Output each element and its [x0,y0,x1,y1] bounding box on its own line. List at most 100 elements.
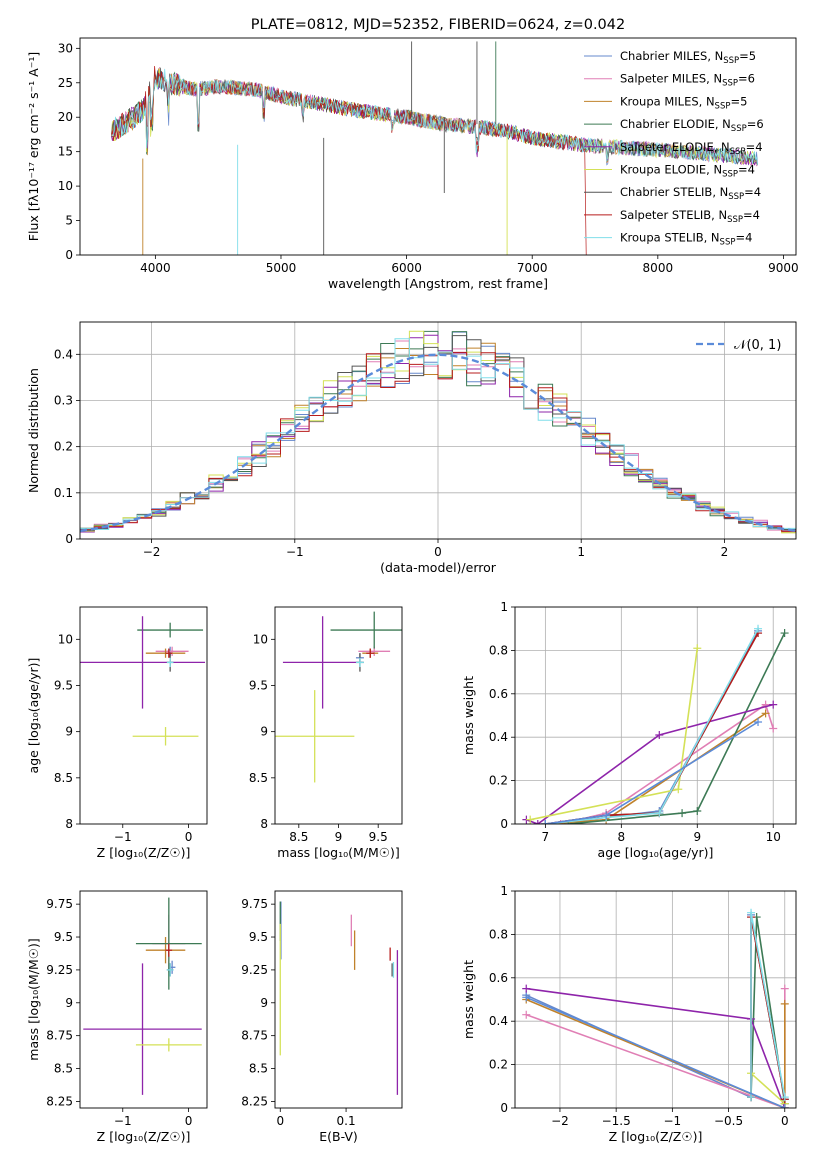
y-tick-label: 10 [58,632,73,646]
x-tick-label: 5000 [266,261,297,275]
x-tick-label: 1 [577,545,585,559]
weight-marker-1 [522,1010,531,1019]
y-tick-label: 8.25 [46,1094,73,1108]
x-tick-label: −0.5 [714,1114,743,1128]
weight-line-9 [525,996,786,1108]
age-vs-metallicity-panel: −1 0 8 8.5 9 9.5 10 Z [log₁₀(Z/Z☉)] age [log₁₀(a… [26,606,208,860]
weight-marker-3 [678,809,687,818]
legend-entry-4: Salpeter ELODIE, NSSP=4 [620,140,763,157]
legend-entry-sub: SSP [727,215,743,225]
legend-entry-5: Kroupa ELODIE, NSSP=4 [620,163,755,180]
y-tick-label: 8.5 [54,771,73,785]
plot-area [279,901,399,1095]
y-tick-label: 0.8 [489,927,508,941]
x-axis-label: Z [log₁₀(Z/Z☉)] [97,845,191,860]
y-tick-label: 0.2 [489,774,508,788]
legend-entry-name: Salpeter ELODIE, N [620,140,730,154]
weight-marker-3 [693,806,702,815]
y-axis-label: mass [log₁₀(M/M☉)] [26,938,41,1060]
axes-frame [274,890,403,1109]
y-tick-label: 0.2 [54,440,73,454]
legend-entry-suffix: =5 [739,49,756,63]
y-axis-label: Normed distribution [26,368,41,493]
legend-entry-8: Kroupa STELIB, NSSP=4 [620,231,752,248]
weight-marker-5 [674,785,683,794]
y-tick-label: 9 [65,996,73,1010]
residuals-panel: −2 −1 0 1 2 0 0.1 0.2 0.3 0.4 (data-model)/error No… [26,321,797,575]
y-tick-label: 9.5 [54,678,73,692]
y-axis-label: Flux [fλ10⁻¹⁷ erg cm⁻² s⁻¹ A⁻¹] [26,52,41,241]
weight-marker-8 [655,809,664,818]
legend-entry-name: Kroupa ELODIE, N [620,163,722,177]
residual-histogram-6 [80,335,796,531]
legend-entry-suffix: =4 [743,208,760,222]
weight-marker-9 [541,820,550,824]
y-tick-label: 8.5 [249,1062,268,1076]
y-tick-label: 9.75 [241,897,268,911]
weight-marker-4 [769,700,778,709]
legend-entry-gaussian: 𝒩(0, 1) [734,338,781,353]
residual-histogram-8 [80,338,796,530]
x-tick-label: 0 [185,1114,193,1128]
y-tick-label: 8.75 [241,1029,268,1043]
chart-title: PLATE=0812, MJD=52352, FIBERID=0624, z=0… [251,17,625,33]
y-tick-label: 1 [500,600,508,614]
y-axis-label: age [log₁₀(age/yr)] [26,658,41,774]
legend-entry-7: Salpeter STELIB, NSSP=4 [620,208,760,225]
residual-histogram-4 [80,334,796,533]
x-tick-label: 0 [781,1114,789,1128]
y-tick-label: 0 [65,532,73,546]
mass-weight-vs-age-panel: 7 8 9 10 0 0.2 0.4 0.6 0.8 1 age [log₁₀(age/yr)] ma… [461,600,797,860]
y-axis-label: mass weight [461,960,476,1039]
y-tick-label: 0.4 [489,1014,508,1028]
y-tick-label: 0.2 [489,1058,508,1072]
x-axis-label: mass [log₁₀(M/M☉)] [277,845,399,860]
x-tick-label: −2 [143,545,161,559]
x-tick-label: 10 [766,830,781,844]
spectrum-panel: 4000 5000 6000 7000 8000 9000 0 5 10 15 20 25 30 wave… [26,17,799,291]
y-tick-label: 8.25 [241,1094,268,1108]
x-tick-label: 0 [434,545,442,559]
axes-frame [79,890,208,1109]
legend-entry-suffix: =4 [746,140,763,154]
weight-marker-8 [747,1093,756,1102]
weight-marker-8 [747,908,756,917]
weight-marker-9 [602,811,611,820]
x-tick-label: 4000 [140,261,171,275]
x-tick-label: 9 [335,830,343,844]
x-tick-label: −1 [114,830,132,844]
x-tick-label: 0 [276,1114,284,1128]
legend-entry-6: Chabrier STELIB, NSSP=4 [620,185,761,202]
weight-marker-9 [780,1104,789,1108]
axes-frame [514,606,797,825]
y-tick-label: 9.5 [249,930,268,944]
legend-entry-0: Chabrier MILES, NSSP=5 [620,49,756,66]
y-tick-label: 8.5 [249,771,268,785]
x-axis-label: (data-model)/error [380,560,497,575]
y-tick-label: 8 [65,817,73,831]
axes-frame [514,890,797,1109]
weight-marker-8 [780,1093,789,1102]
weight-marker-1 [769,724,778,733]
y-tick-label: 9.75 [46,897,73,911]
legend-entry-suffix: =4 [738,163,755,177]
x-tick-label: 9000 [768,261,799,275]
x-tick-label: 8000 [643,261,674,275]
y-tick-label: 9 [260,996,268,1010]
y-tick-label: 8.5 [54,1062,73,1076]
legend-entry-sub: SSP [722,170,738,180]
x-axis-label: age [log₁₀(age/yr)] [598,845,714,860]
y-tick-label: 9.5 [249,678,268,692]
y-tick-label: 0 [65,248,73,262]
weight-line-4 [526,703,774,824]
y-tick-label: 9.25 [46,963,73,977]
y-tick-label: 10 [253,632,268,646]
x-tick-label: 9 [693,830,701,844]
weight-marker-5 [526,815,535,824]
weight-marker-9 [522,993,531,1002]
mass-weight-vs-metallicity-panel: −2 −1.5 −1 −0.5 0 0 0.2 0.4 0.6 0.8 1 Z [log₁₀(Z/Z☉… [461,884,797,1144]
legend-entry-sub: SSP [723,56,739,66]
legend-entry-sub: SSP [728,192,744,202]
x-axis-label: wavelength [Angstrom, rest frame] [328,276,548,291]
weight-line-8 [545,628,759,824]
